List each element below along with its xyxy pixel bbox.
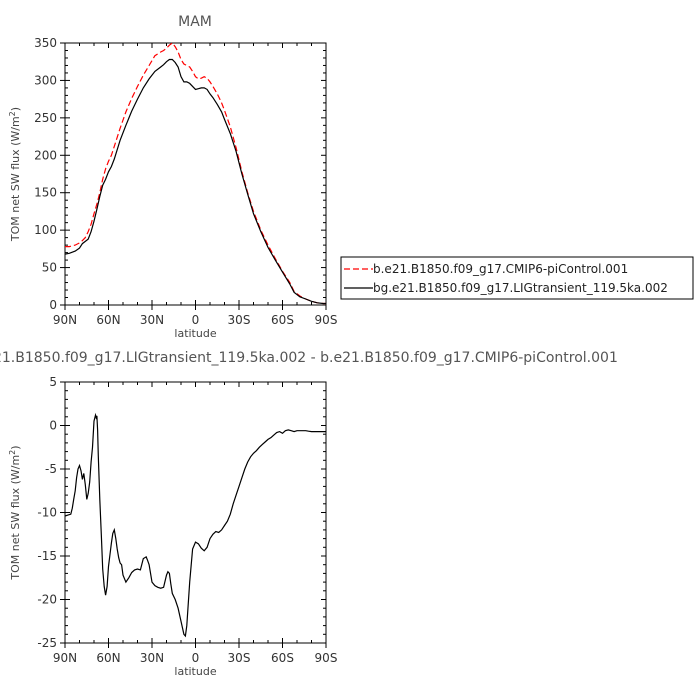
y-axis-label-superscript: 2 xyxy=(8,450,17,455)
y-tick-label: 0 xyxy=(49,298,57,312)
y-axis-label: TOM net SW flux (W/m2) xyxy=(8,445,22,580)
plot-frame xyxy=(64,42,327,306)
x-axis-label: latitude xyxy=(174,665,216,678)
y-tick-label: 250 xyxy=(34,111,57,125)
x-tick-label: 90S xyxy=(315,313,338,327)
x-tick-label: 30N xyxy=(140,651,164,665)
x-tick-label: 60S xyxy=(271,651,294,665)
x-tick-label: 90N xyxy=(53,313,77,327)
y-axis-label-text: TOM net SW flux (W/m xyxy=(9,116,22,242)
x-tick-label: 30N xyxy=(140,313,164,327)
x-tick-label: 60S xyxy=(271,313,294,327)
x-tick-label: 30S xyxy=(228,651,251,665)
x-axis-label: latitude xyxy=(174,327,216,340)
y-tick-label: -20 xyxy=(37,593,57,607)
legend: b.e21.B1850.f09_g17.CMIP6-piControl.001b… xyxy=(340,256,694,300)
series-line-picontrol xyxy=(65,42,326,305)
chart-title: MAM xyxy=(178,14,212,30)
x-tick-label: 0 xyxy=(192,651,200,665)
chart-title: bg.e21.B1850.f09_g17.LIGtransient_119.5k… xyxy=(0,350,618,366)
y-tick-label: 0 xyxy=(49,419,57,433)
x-tick-label: 30S xyxy=(228,313,251,327)
x-tick-label: 60N xyxy=(96,651,120,665)
y-tick-label: 150 xyxy=(34,186,57,200)
series-line-ligtransient xyxy=(64,58,326,305)
x-tick-label: 90S xyxy=(315,651,338,665)
legend-entry: bg.e21.B1850.f09_g17.LIGtransient_119.5k… xyxy=(373,281,668,295)
legend-box xyxy=(340,256,694,300)
y-tick-label: 300 xyxy=(34,73,57,87)
y-tick-label: 100 xyxy=(34,223,57,237)
y-axis-label-end: ) xyxy=(9,107,22,111)
y-tick-label: -10 xyxy=(37,506,57,520)
y-axis-label: TOM net SW flux (W/m2) xyxy=(8,107,22,242)
x-tick-label: 60N xyxy=(96,313,120,327)
y-axis-label-text: TOM net SW flux (W/m xyxy=(9,455,22,581)
y-tick-label: 50 xyxy=(42,261,57,275)
y-tick-label: -5 xyxy=(45,462,57,476)
y-tick-label: -25 xyxy=(37,636,57,650)
y-tick-label: 350 xyxy=(34,36,57,50)
y-axis-label-end: ) xyxy=(9,445,22,449)
y-axis-label-superscript: 2 xyxy=(8,111,17,116)
legend-entry: b.e21.B1850.f09_g17.CMIP6-piControl.001 xyxy=(373,262,628,276)
plot-frame xyxy=(64,381,327,644)
y-tick-label: -15 xyxy=(37,549,57,563)
y-tick-label: 5 xyxy=(49,375,57,389)
bottom-panel-difference: bg.e21.B1850.f09_g17.LIGtransient_119.5k… xyxy=(0,350,618,678)
series-line-difference xyxy=(64,412,326,638)
x-tick-label: 90N xyxy=(53,651,77,665)
top-panel-mam: MAM 90N 60N 30N 0 30S 60S 90S 0 50 100 150 200 250 300… xyxy=(8,14,337,340)
y-tick-label: 200 xyxy=(34,148,57,162)
x-tick-label: 0 xyxy=(192,313,200,327)
